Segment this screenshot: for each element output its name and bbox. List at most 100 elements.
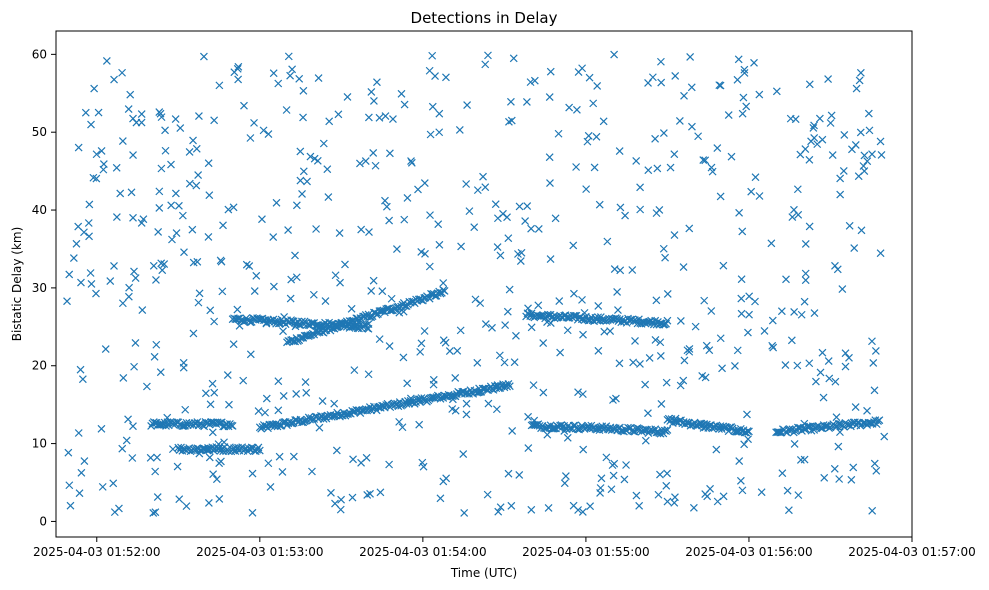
detection-marker	[713, 144, 722, 153]
detection-marker	[122, 436, 131, 445]
detection-marker	[546, 179, 554, 187]
detection-marker	[194, 171, 203, 179]
detection-marker	[810, 309, 819, 318]
detection-marker	[440, 287, 449, 295]
detection-marker	[204, 444, 212, 452]
detection-marker	[112, 163, 121, 172]
detection-marker	[663, 316, 672, 325]
detection-marker	[364, 320, 373, 329]
detection-marker	[534, 301, 543, 310]
detection-marker	[453, 346, 462, 355]
detection-marker	[217, 457, 225, 466]
detection-marker	[657, 78, 666, 87]
detection-marker	[578, 390, 587, 399]
detection-marker	[530, 416, 539, 425]
detection-marker	[385, 149, 394, 158]
detection-marker	[334, 110, 343, 119]
detection-marker	[459, 450, 468, 459]
detection-marker	[793, 361, 802, 370]
detection-marker	[361, 157, 370, 165]
detection-marker	[457, 242, 466, 251]
detection-marker	[215, 495, 224, 503]
detection-marker	[739, 93, 748, 102]
detection-marker	[606, 327, 615, 335]
detection-marker	[403, 379, 412, 388]
detection-marker	[426, 130, 435, 139]
detection-marker	[416, 398, 424, 406]
detection-marker	[161, 126, 169, 135]
detection-marker	[578, 508, 587, 516]
detection-marker	[151, 467, 160, 476]
detection-marker	[699, 156, 708, 164]
detection-marker	[205, 453, 214, 462]
detection-marker	[149, 509, 158, 517]
detection-marker	[615, 359, 624, 368]
detection-marker	[129, 151, 137, 159]
detection-marker	[367, 87, 376, 96]
detection-marker	[112, 213, 121, 221]
detection-marker	[790, 308, 799, 316]
detection-marker	[610, 50, 619, 59]
detection-marker	[556, 348, 565, 357]
detection-marker	[182, 502, 191, 511]
detection-marker	[671, 414, 680, 423]
detection-marker	[282, 106, 291, 114]
detection-marker	[840, 130, 849, 139]
detection-marker	[398, 423, 407, 432]
detection-marker	[656, 338, 665, 347]
x-tick-label: 2025-04-03 01:53:00	[196, 545, 323, 559]
detection-marker	[539, 388, 548, 397]
detection-marker	[331, 499, 339, 508]
detection-marker	[691, 322, 700, 331]
detection-marker	[864, 109, 873, 118]
detection-marker	[616, 203, 625, 212]
detection-marker	[350, 366, 359, 375]
detection-marker	[868, 337, 876, 346]
detection-marker	[512, 331, 520, 340]
detection-marker	[298, 189, 306, 198]
detection-marker	[234, 75, 243, 84]
detection-marker	[735, 208, 744, 217]
detection-marker	[805, 80, 814, 89]
detection-marker	[248, 508, 257, 517]
detection-marker	[400, 215, 409, 224]
detection-marker	[481, 183, 490, 192]
detection-marker	[555, 297, 564, 306]
detection-marker	[719, 492, 728, 501]
detection-marker	[303, 177, 311, 186]
detection-marker	[495, 351, 504, 360]
detection-marker	[641, 319, 650, 328]
detection-marker	[296, 147, 305, 156]
detection-marker	[296, 176, 305, 185]
detection-marker	[179, 358, 188, 367]
detection-marker	[501, 321, 510, 330]
detection-marker	[242, 260, 251, 269]
detection-marker	[130, 267, 138, 276]
detection-marker	[663, 290, 672, 298]
detection-marker	[172, 229, 181, 238]
y-axis-label: Bistatic Delay (km)	[10, 227, 24, 342]
detection-marker	[389, 115, 397, 123]
detection-marker	[603, 237, 612, 246]
plot-frame	[55, 30, 913, 538]
detection-marker	[129, 422, 137, 431]
detection-marker	[745, 310, 753, 319]
detection-marker	[106, 277, 115, 286]
detection-marker	[845, 353, 853, 362]
detection-marker	[872, 466, 881, 475]
detection-marker	[718, 364, 726, 373]
detection-marker	[484, 51, 492, 60]
detection-marker	[343, 92, 352, 101]
detection-marker	[832, 413, 841, 422]
detection-marker	[473, 358, 482, 367]
detection-marker	[455, 126, 464, 134]
detection-marker	[595, 200, 604, 209]
detection-marker	[768, 316, 777, 325]
detection-marker	[561, 472, 570, 480]
detection-marker	[330, 399, 339, 408]
detection-marker	[406, 394, 415, 403]
detection-marker	[407, 157, 415, 166]
detection-marker	[816, 368, 825, 377]
detection-marker	[364, 113, 373, 122]
detection-marker	[451, 374, 460, 382]
